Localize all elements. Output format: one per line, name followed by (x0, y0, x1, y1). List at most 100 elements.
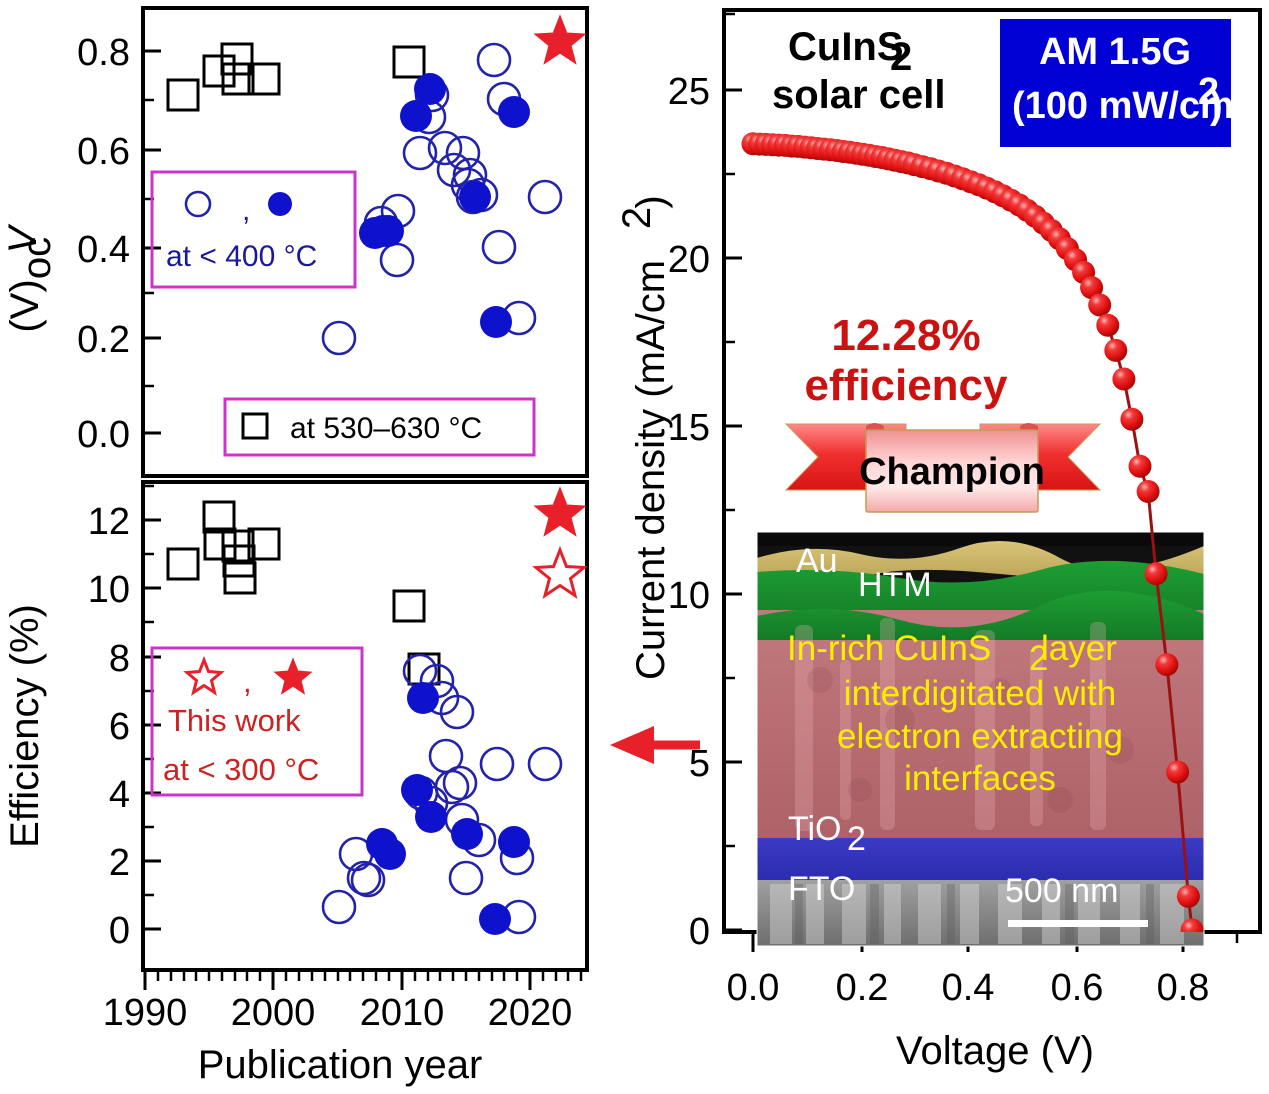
eff-ytick-0: 12 (88, 501, 130, 543)
sem-label-fto: FTO (788, 870, 855, 908)
voc-legend-high-temp: at 530–630 °C (223, 397, 536, 457)
illumination-line1: AM 1.5G (1039, 31, 1191, 73)
jv-data-point (1180, 918, 1204, 932)
legend-filled-circle-icon (268, 192, 292, 216)
jv-title-line2: solar cell (772, 73, 945, 117)
jv-axis-title-main: Current density (mA/cm (629, 260, 673, 680)
jv-y-ticks (724, 12, 742, 932)
jv-axis-title-sup: 2 (615, 207, 659, 229)
jv-data-point (1080, 276, 1104, 300)
eff-open-squares (166, 500, 441, 686)
sem-inset: Au HTM In-rich CuInS 2 layer interdigita… (757, 532, 1204, 946)
legend-filled-star-icon (273, 657, 313, 695)
left-xtick-2: 2010 (360, 992, 445, 1034)
voc-axis-title-main: V (1, 223, 45, 253)
left-xtick-3: 2020 (488, 992, 573, 1034)
jv-axis-title: Current density (mA/cm 2 ) (615, 195, 673, 680)
sem-scalebar-label: 500 nm (1005, 872, 1118, 910)
jv-xtick-2: 0.4 (942, 967, 995, 1009)
voc-ytick-3: 0.2 (77, 319, 130, 361)
red-link-arrow (610, 726, 700, 764)
voc-this-work-star (533, 14, 587, 65)
eff-filled-circles (366, 682, 530, 935)
jv-panel: 25 20 15 10 5 0 Current density (mA/cm 2… (610, 8, 1262, 1073)
jv-data-point (1096, 313, 1120, 337)
legend-comma-2: , (243, 664, 252, 699)
efficiency-value: 12.28% (831, 311, 980, 360)
jv-ytick-4: 5 (689, 743, 710, 785)
legend-this-work-line1: This work (168, 703, 301, 738)
eff-ytick-4: 4 (109, 774, 130, 816)
jv-xtick-1: 0.2 (836, 967, 889, 1009)
illumination-line2-pre: (100 mW/cm (1012, 85, 1234, 127)
legend-this-work-line2: at < 300 °C (163, 752, 319, 787)
jv-axis-title-post: ) (629, 195, 673, 208)
voc-ytick-4: 0.0 (77, 414, 130, 456)
jv-ytick-2: 15 (668, 407, 710, 449)
sem-label-tio2-sub: 2 (847, 820, 866, 858)
sem-absorber-line1-post: layer (1041, 629, 1117, 668)
left-xaxis-title: Publication year (198, 1043, 483, 1087)
jv-data-point (1088, 293, 1112, 317)
jv-data-point (1136, 480, 1160, 503)
sem-absorber-line1-sub: 2 (1029, 639, 1048, 678)
efficiency-panel: 12 10 8 6 4 2 0 Efficiency (%) (3, 480, 589, 972)
voc-plot-frame (141, 6, 589, 478)
legend-comma-1: , (242, 194, 250, 227)
voc-legend-low-temp: , at < 400 °C (150, 170, 357, 289)
legend-high-temp-text: at 530–630 °C (290, 412, 482, 445)
voc-axis-title-unit: (V) (3, 279, 47, 332)
left-xtick-1: 2000 (231, 992, 316, 1034)
efficiency-data-area (166, 486, 587, 935)
jv-curve (741, 132, 1204, 932)
jv-title-sub: 2 (890, 35, 912, 79)
jv-xtick-3: 0.6 (1051, 967, 1104, 1009)
jv-xtick-4: 0.8 (1157, 967, 1210, 1009)
voc-axis-title-sub: oc (15, 237, 59, 279)
eff-legend-this-work: , This work at < 300 °C (150, 646, 364, 797)
eff-ytick-5: 2 (109, 842, 130, 884)
jv-panel-title: CuInS 2 solar cell (772, 25, 945, 117)
eff-this-work-filled-star (533, 486, 587, 537)
jv-xaxis-title: Voltage (V) (896, 1029, 1094, 1073)
jv-ytick-0: 25 (668, 71, 710, 113)
left-xtick-0: 1990 (103, 992, 188, 1034)
efficiency-callout: 12.28% efficiency (805, 311, 1009, 410)
illumination-line2-sup: 2 (1198, 71, 1219, 113)
jv-title-line1: CuInS (788, 25, 904, 69)
eff-ytick-3: 6 (109, 706, 130, 748)
eff-ytick-1: 10 (88, 569, 130, 611)
voc-filled-circles (359, 73, 530, 338)
jv-data-point (1155, 653, 1179, 677)
legend-open-square-icon (241, 412, 269, 440)
sem-absorber-line3: electron extracting (837, 717, 1123, 756)
sem-label-htm: HTM (858, 566, 932, 604)
legend-low-temp-text: at < 400 °C (166, 240, 317, 273)
eff-this-work-open-star (532, 545, 587, 599)
voc-ytick-2: 0.4 (77, 229, 130, 271)
jv-xtick-0: 0.0 (727, 967, 780, 1009)
voc-panel: 0.8 0.6 0.4 0.2 0.0 V oc (V) (1, 6, 589, 478)
voc-data-area (166, 14, 587, 356)
legend-open-circle-icon (184, 190, 212, 218)
champion-label: Champion (859, 451, 1045, 493)
jv-data-point (1104, 338, 1128, 362)
jv-data-point (1144, 562, 1168, 586)
jv-data-point (1120, 407, 1144, 431)
illumination-line2-post: ) (1210, 85, 1223, 127)
champion-ribbon: Champion (784, 423, 1102, 513)
jv-data-point (1176, 884, 1200, 908)
jv-ytick-3: 10 (668, 575, 710, 617)
left-x-axis: 1990 2000 2010 2020 Publication year (103, 970, 583, 1087)
voc-axis-title: V oc (V) (1, 223, 59, 332)
sem-absorber-line1-pre: In-rich CuInS (787, 629, 991, 668)
efficiency-word: efficiency (805, 361, 1009, 410)
voc-ytick-0: 0.8 (77, 32, 130, 74)
illumination-badge: AM 1.5G (100 mW/cm 2 ) (1000, 19, 1234, 147)
sem-scalebar (1008, 920, 1148, 927)
legend-open-star-icon (183, 655, 225, 696)
jv-data-point (1112, 367, 1136, 391)
jv-data-point (1166, 760, 1190, 784)
sem-label-tio2-pre: TiO (788, 810, 842, 848)
